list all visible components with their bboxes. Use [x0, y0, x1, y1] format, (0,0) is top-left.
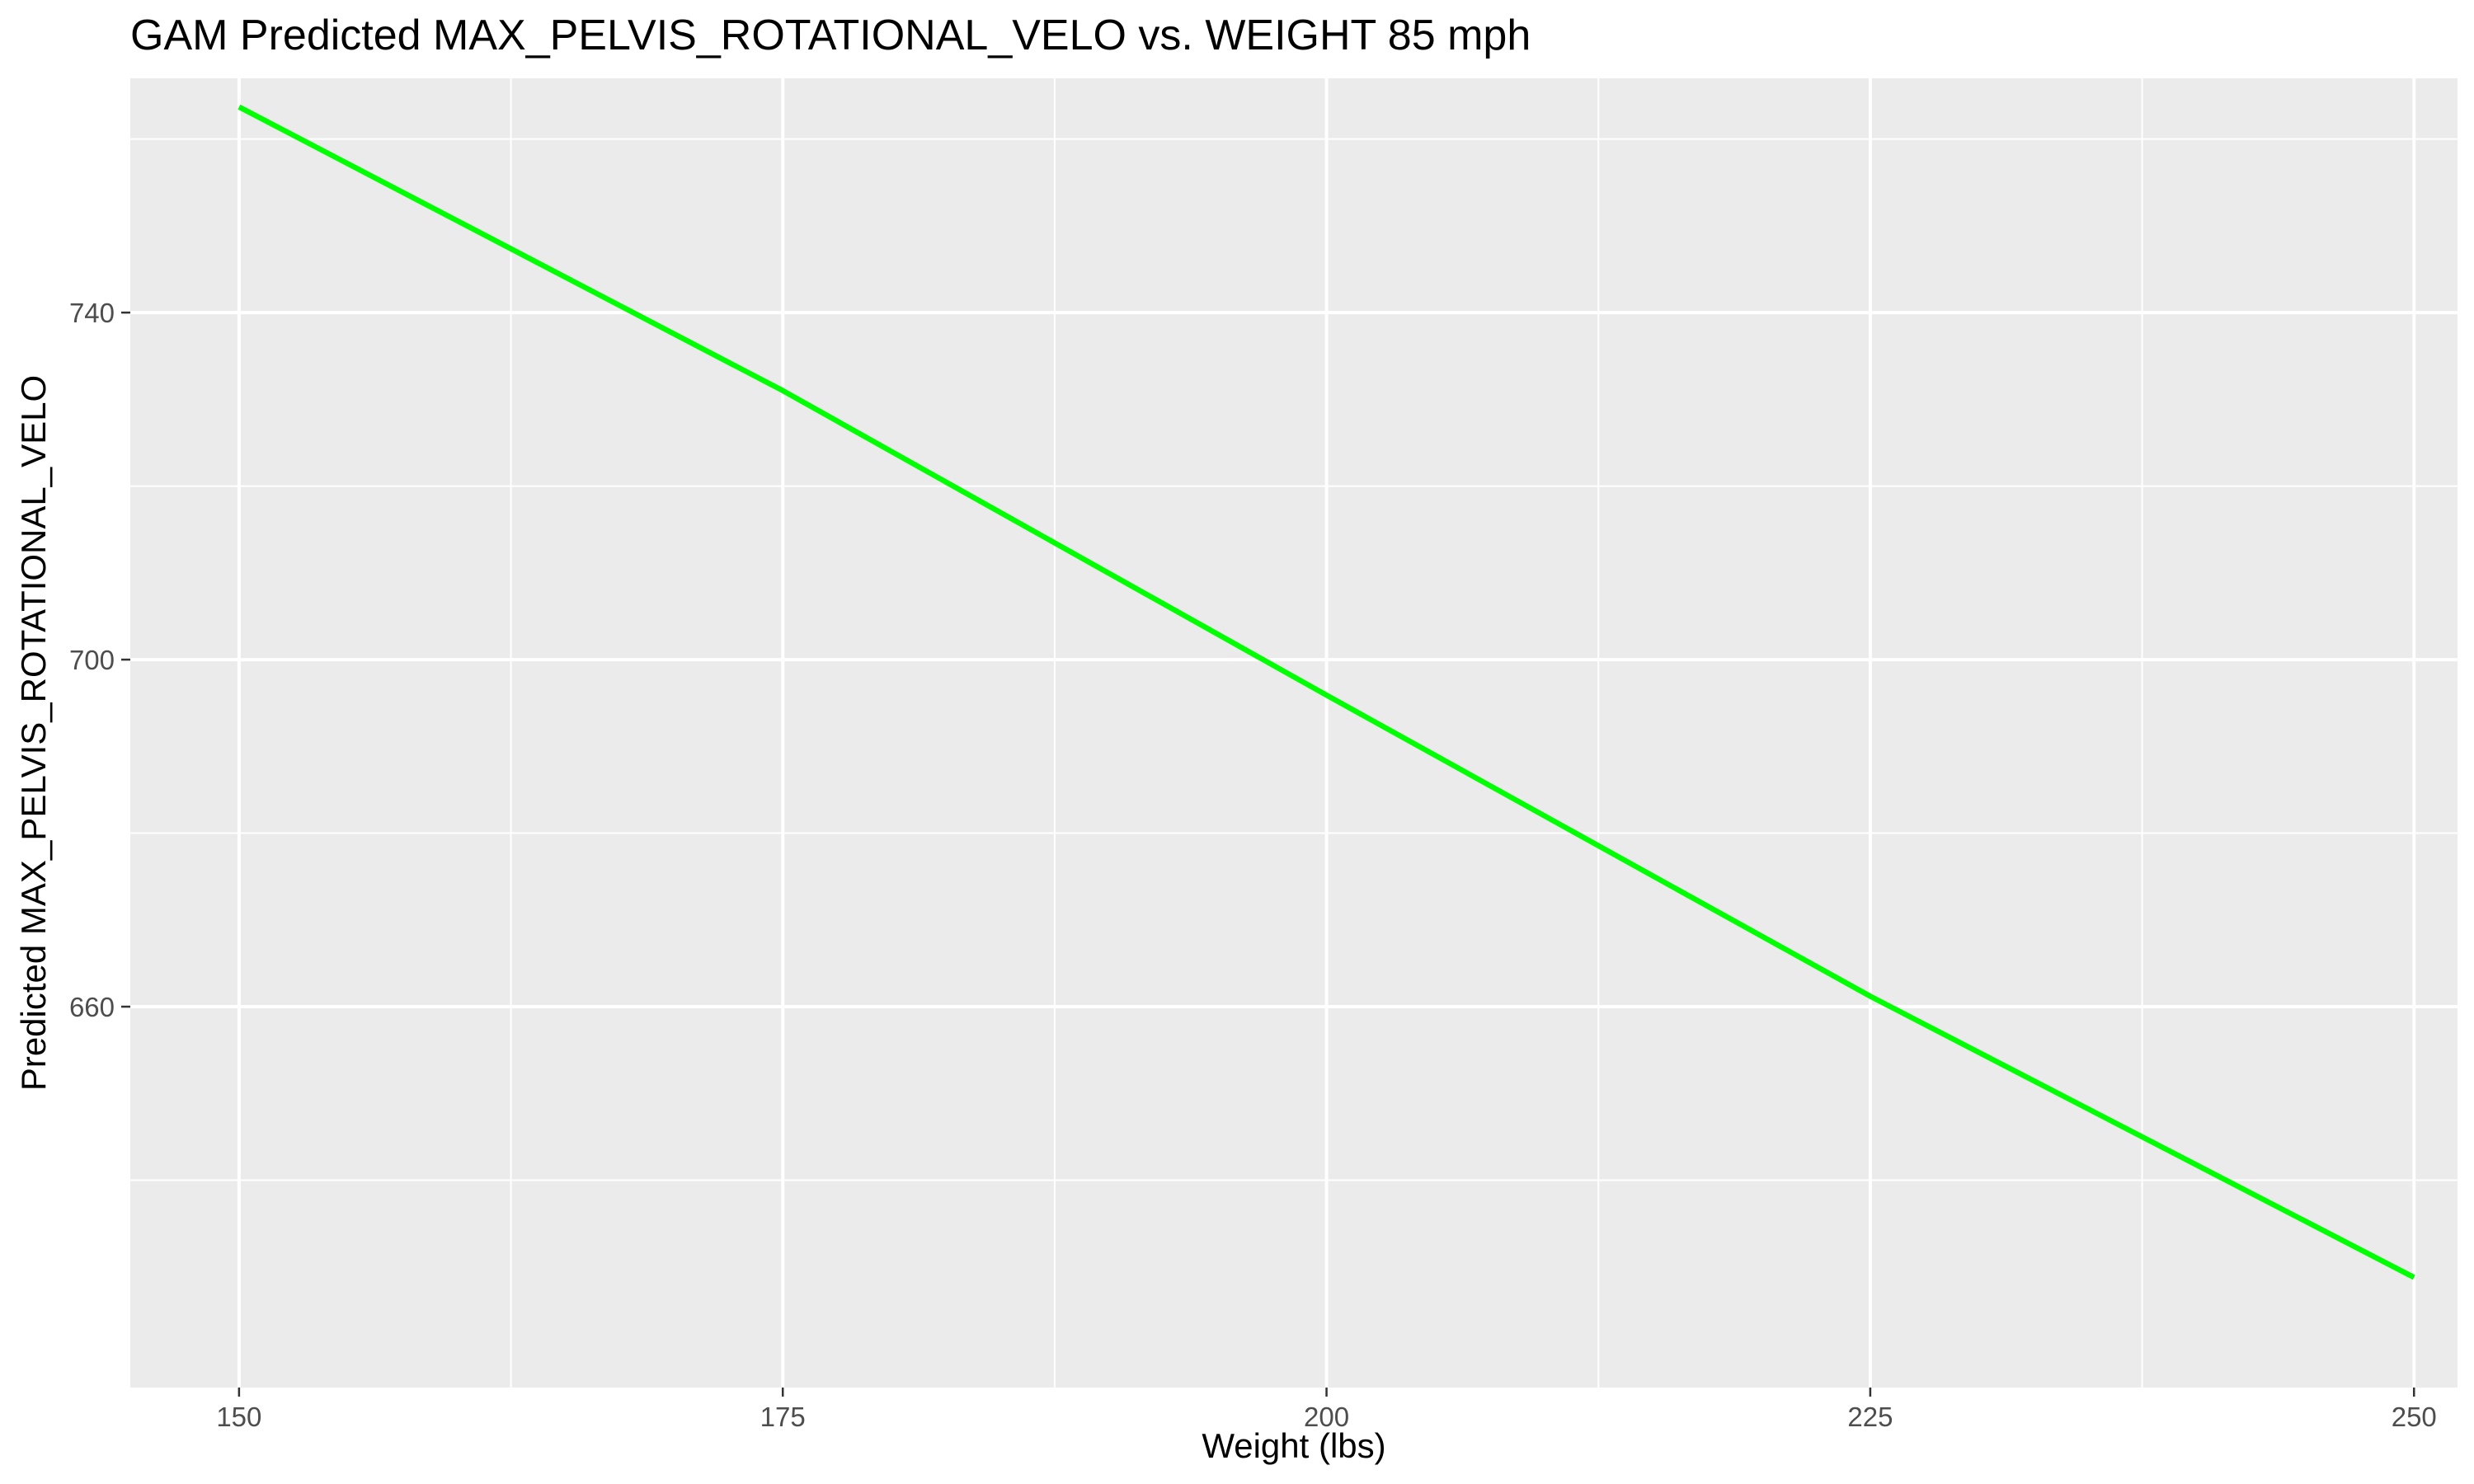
- series-layer: [238, 104, 2415, 1280]
- y-axis-title: Predicted MAX_PELVIS_ROTATIONAL_VELO: [14, 375, 53, 1091]
- y-tick-label: 660: [69, 992, 115, 1022]
- x-tick-label: 175: [760, 1402, 806, 1432]
- chart-title: GAM Predicted MAX_PELVIS_ROTATIONAL_VELO…: [130, 12, 1531, 59]
- x-tick-label: 200: [1304, 1402, 1349, 1432]
- series-line: [238, 104, 2415, 1280]
- y-tick-label: 700: [69, 645, 115, 675]
- grid-major: [130, 78, 2458, 1388]
- axis-tick-labels: 150 175 200 225 250 660 700 740: [69, 298, 2437, 1432]
- x-axis-title: Weight (lbs): [1202, 1426, 1385, 1465]
- x-tick-label: 250: [2392, 1402, 2437, 1432]
- y-tick-label: 740: [69, 298, 115, 328]
- plot-background: [130, 78, 2458, 1388]
- x-tick-label: 150: [216, 1402, 261, 1432]
- axis-ticks: [121, 311, 2415, 1397]
- x-tick-label: 225: [1847, 1402, 1893, 1432]
- grid-minor: [130, 78, 2458, 1388]
